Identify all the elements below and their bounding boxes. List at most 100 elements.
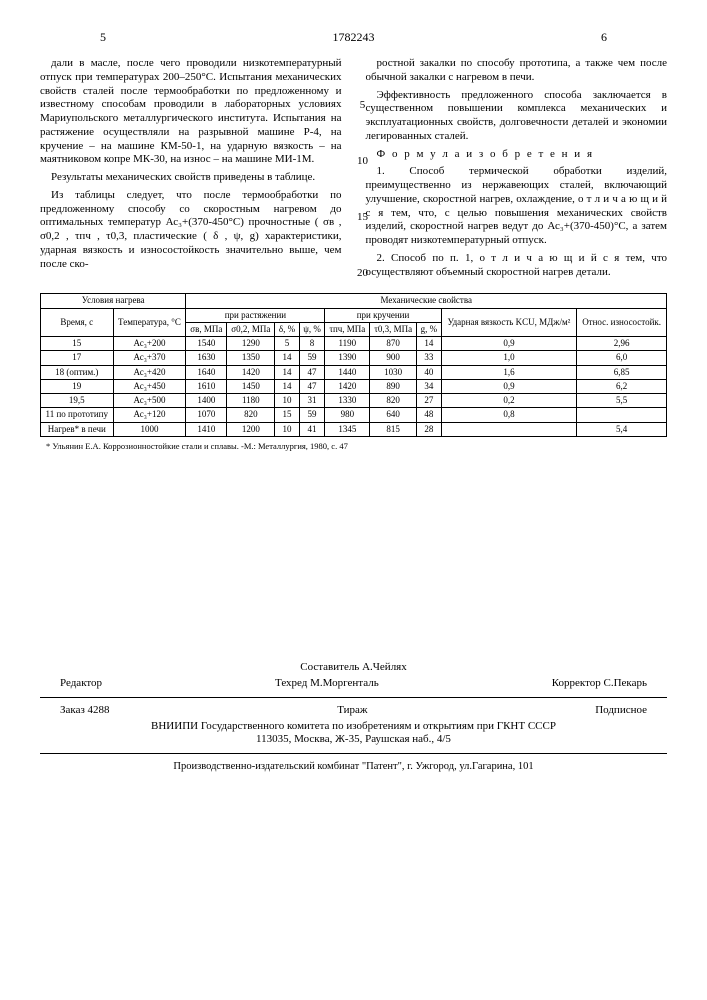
table-row: 15Ас₃+20015401290581190870140,92,96 xyxy=(41,337,667,351)
th-torsion: при кручении xyxy=(325,308,441,322)
page-header: 5 1782243 6 xyxy=(100,30,607,45)
divider xyxy=(40,753,667,754)
table-cell: 19 xyxy=(41,379,114,393)
line-number: 20 xyxy=(354,267,372,281)
tirazh: Тираж xyxy=(337,704,367,718)
table-row: Нагрев* в печи10001410120010411345815285… xyxy=(41,422,667,436)
table-cell: 14 xyxy=(417,337,442,351)
th: σ0,2, МПа xyxy=(227,322,275,336)
table-cell: 10 xyxy=(275,422,299,436)
table-cell: 1200 xyxy=(227,422,275,436)
credits-block: Составитель А.Чейлях Редактор Техред М.М… xyxy=(40,661,667,773)
paragraph: дали в масле, после чего проводили низко… xyxy=(40,57,342,167)
table-cell: 0,9 xyxy=(441,337,577,351)
formula-title: Ф о р м у л а и з о б р е т е н и я xyxy=(366,148,668,162)
table-cell: 820 xyxy=(227,408,275,422)
table-cell: 1190 xyxy=(325,337,370,351)
table-cell: 820 xyxy=(370,394,417,408)
table-cell: 0,8 xyxy=(441,408,577,422)
table-cell: 5 xyxy=(275,337,299,351)
table-cell: 11 по прототипу xyxy=(41,408,114,422)
table-cell: 27 xyxy=(417,394,442,408)
table-cell: 0,2 xyxy=(441,394,577,408)
paragraph: 2. Способ по п. 1, о т л и ч а ю щ и й с… xyxy=(366,252,668,280)
editor-label: Редактор xyxy=(60,677,102,691)
line-number: 15 xyxy=(354,211,372,225)
table-cell: Ас₃+200 xyxy=(113,337,186,351)
table-cell: 14 xyxy=(275,379,299,393)
table-cell: 1630 xyxy=(186,351,227,365)
table-cell: 2,96 xyxy=(577,337,667,351)
table-cell: 1420 xyxy=(227,365,275,379)
table-cell: 1290 xyxy=(227,337,275,351)
line-number: 5 xyxy=(354,99,372,113)
table-cell: 1070 xyxy=(186,408,227,422)
table-cell: 6,0 xyxy=(577,351,667,365)
table-cell: 33 xyxy=(417,351,442,365)
body-columns: 5 10 15 20 дали в масле, после чего пров… xyxy=(40,57,667,283)
table-cell: 14 xyxy=(275,351,299,365)
table-cell: 1030 xyxy=(370,365,417,379)
table-cell: 1,0 xyxy=(441,351,577,365)
publisher-info: Производственно-издательский комбинат "П… xyxy=(40,760,667,773)
table-cell: Ас₃+500 xyxy=(113,394,186,408)
left-column: дали в масле, после чего проводили низко… xyxy=(40,57,342,283)
table-cell: 5,4 xyxy=(577,422,667,436)
th: g, % xyxy=(417,322,442,336)
paragraph: 1. Способ термической обработки изделий,… xyxy=(366,165,668,248)
table-row: 19,5Ас₃+5001400118010311330820270,25,5 xyxy=(41,394,667,408)
th: τ0,3, МПа xyxy=(370,322,417,336)
table-cell: 1410 xyxy=(186,422,227,436)
table-cell: 17 xyxy=(41,351,114,365)
table-cell: 1640 xyxy=(186,365,227,379)
th-conditions: Условия нагрева xyxy=(41,294,186,308)
table-cell: 1610 xyxy=(186,379,227,393)
th: σв, МПа xyxy=(186,322,227,336)
th-kcu: Ударная вязкость KCU, МДж/м² xyxy=(441,308,577,337)
th: δ, % xyxy=(275,322,299,336)
th-temp: Температура, °С xyxy=(113,308,186,337)
table-cell: 5,5 xyxy=(577,394,667,408)
document-number: 1782243 xyxy=(333,30,375,45)
compiler: Составитель А.Чейлях xyxy=(40,661,667,675)
table-cell: 6,85 xyxy=(577,365,667,379)
table-cell: 34 xyxy=(417,379,442,393)
table-cell: Ас₃+420 xyxy=(113,365,186,379)
table-cell: 47 xyxy=(299,365,325,379)
subscript: Подписное xyxy=(595,704,647,718)
table-cell xyxy=(577,408,667,422)
table-cell: 18 (оптим.) xyxy=(41,365,114,379)
table-cell: 40 xyxy=(417,365,442,379)
right-column: ростной закалки по способу прототипа, а … xyxy=(366,57,668,283)
table-cell: 640 xyxy=(370,408,417,422)
table-cell: Ас₃+370 xyxy=(113,351,186,365)
table-cell: 1330 xyxy=(325,394,370,408)
table-cell: 1420 xyxy=(325,379,370,393)
table-cell: 1180 xyxy=(227,394,275,408)
table-cell: 1000 xyxy=(113,422,186,436)
table-cell: 870 xyxy=(370,337,417,351)
table-cell: 6,2 xyxy=(577,379,667,393)
table-cell: 47 xyxy=(299,379,325,393)
table-cell: 15 xyxy=(275,408,299,422)
table-cell: 28 xyxy=(417,422,442,436)
table-cell: 59 xyxy=(299,351,325,365)
table-cell: 1400 xyxy=(186,394,227,408)
table-cell: 19,5 xyxy=(41,394,114,408)
table-cell xyxy=(441,422,577,436)
table-cell: 815 xyxy=(370,422,417,436)
properties-table: Условия нагрева Механические свойства Вр… xyxy=(40,293,667,437)
table-cell: 890 xyxy=(370,379,417,393)
table-cell: Ас₃+120 xyxy=(113,408,186,422)
th-tension: при растяжении xyxy=(186,308,325,322)
th-time: Время, с xyxy=(41,308,114,337)
table-row: 11 по прототипуАс₃+120107082015599806404… xyxy=(41,408,667,422)
table-cell: 1345 xyxy=(325,422,370,436)
table-cell: 1390 xyxy=(325,351,370,365)
table-cell: 1440 xyxy=(325,365,370,379)
page-number-left: 5 xyxy=(100,30,106,45)
corrector: Корректор С.Пекарь xyxy=(552,677,647,691)
paragraph: Из таблицы следует, что после термообраб… xyxy=(40,189,342,272)
table-cell: 8 xyxy=(299,337,325,351)
table-cell: Ас₃+450 xyxy=(113,379,186,393)
